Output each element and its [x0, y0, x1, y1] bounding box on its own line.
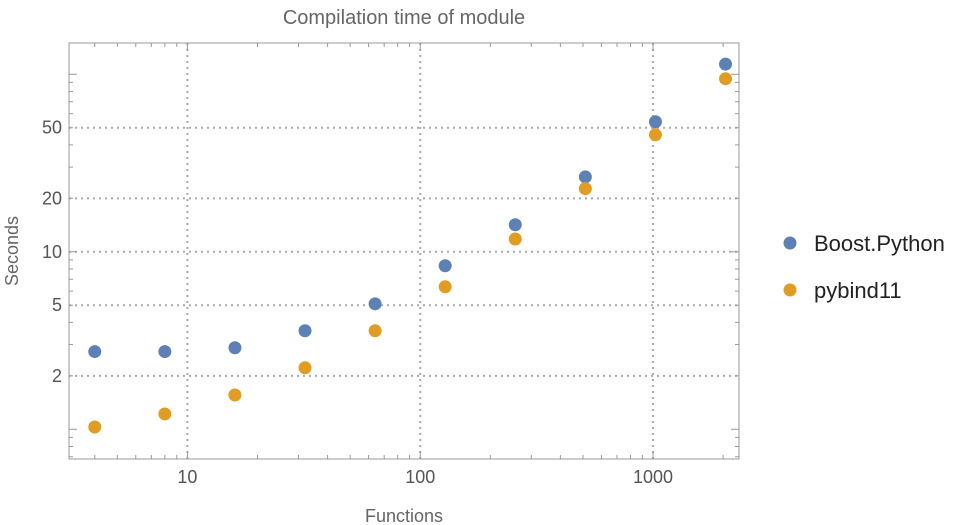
point-pybind11 [88, 420, 102, 434]
point-boost-python [578, 170, 592, 184]
point-pybind11 [719, 72, 733, 86]
point-boost-python [648, 115, 662, 129]
point-boost-python [438, 259, 452, 273]
point-boost-python [228, 341, 242, 355]
point-pybind11 [228, 388, 242, 402]
x-tick-label: 1000 [633, 467, 673, 487]
data-points [88, 57, 733, 434]
legend-label: pybind11 [814, 278, 902, 303]
y-tick-label: 2 [52, 366, 62, 386]
point-boost-python [368, 297, 382, 311]
x-axis-label: Functions [365, 506, 443, 525]
y-axis-label: Seconds [2, 216, 22, 286]
point-pybind11 [578, 182, 592, 196]
point-boost-python [298, 324, 312, 338]
point-pybind11 [158, 407, 172, 421]
point-pybind11 [298, 361, 312, 375]
point-pybind11 [368, 324, 382, 338]
point-pybind11 [648, 128, 662, 142]
legend-label: Boost.Python [814, 231, 945, 256]
point-boost-python [719, 57, 733, 71]
legend-marker [783, 283, 797, 297]
legend: Boost.Python pybind11 [783, 231, 945, 303]
chart-title: Compilation time of module [283, 7, 525, 29]
x-tick-label: 10 [177, 467, 197, 487]
y-tick-label: 20 [42, 188, 62, 208]
y-tick-label: 5 [52, 295, 62, 315]
x-tick-label: 100 [405, 467, 435, 487]
point-pybind11 [508, 232, 522, 246]
point-pybind11 [438, 280, 452, 294]
point-boost-python [508, 218, 522, 232]
y-tick-label: 10 [42, 242, 62, 262]
point-boost-python [88, 345, 102, 359]
axis-ticks: 10 100 1000 2 5 10 20 50 [42, 43, 739, 487]
legend-marker [783, 236, 797, 250]
point-boost-python [158, 345, 172, 359]
grid [69, 43, 739, 459]
y-tick-label: 50 [42, 118, 62, 138]
plot-frame [68, 42, 740, 460]
